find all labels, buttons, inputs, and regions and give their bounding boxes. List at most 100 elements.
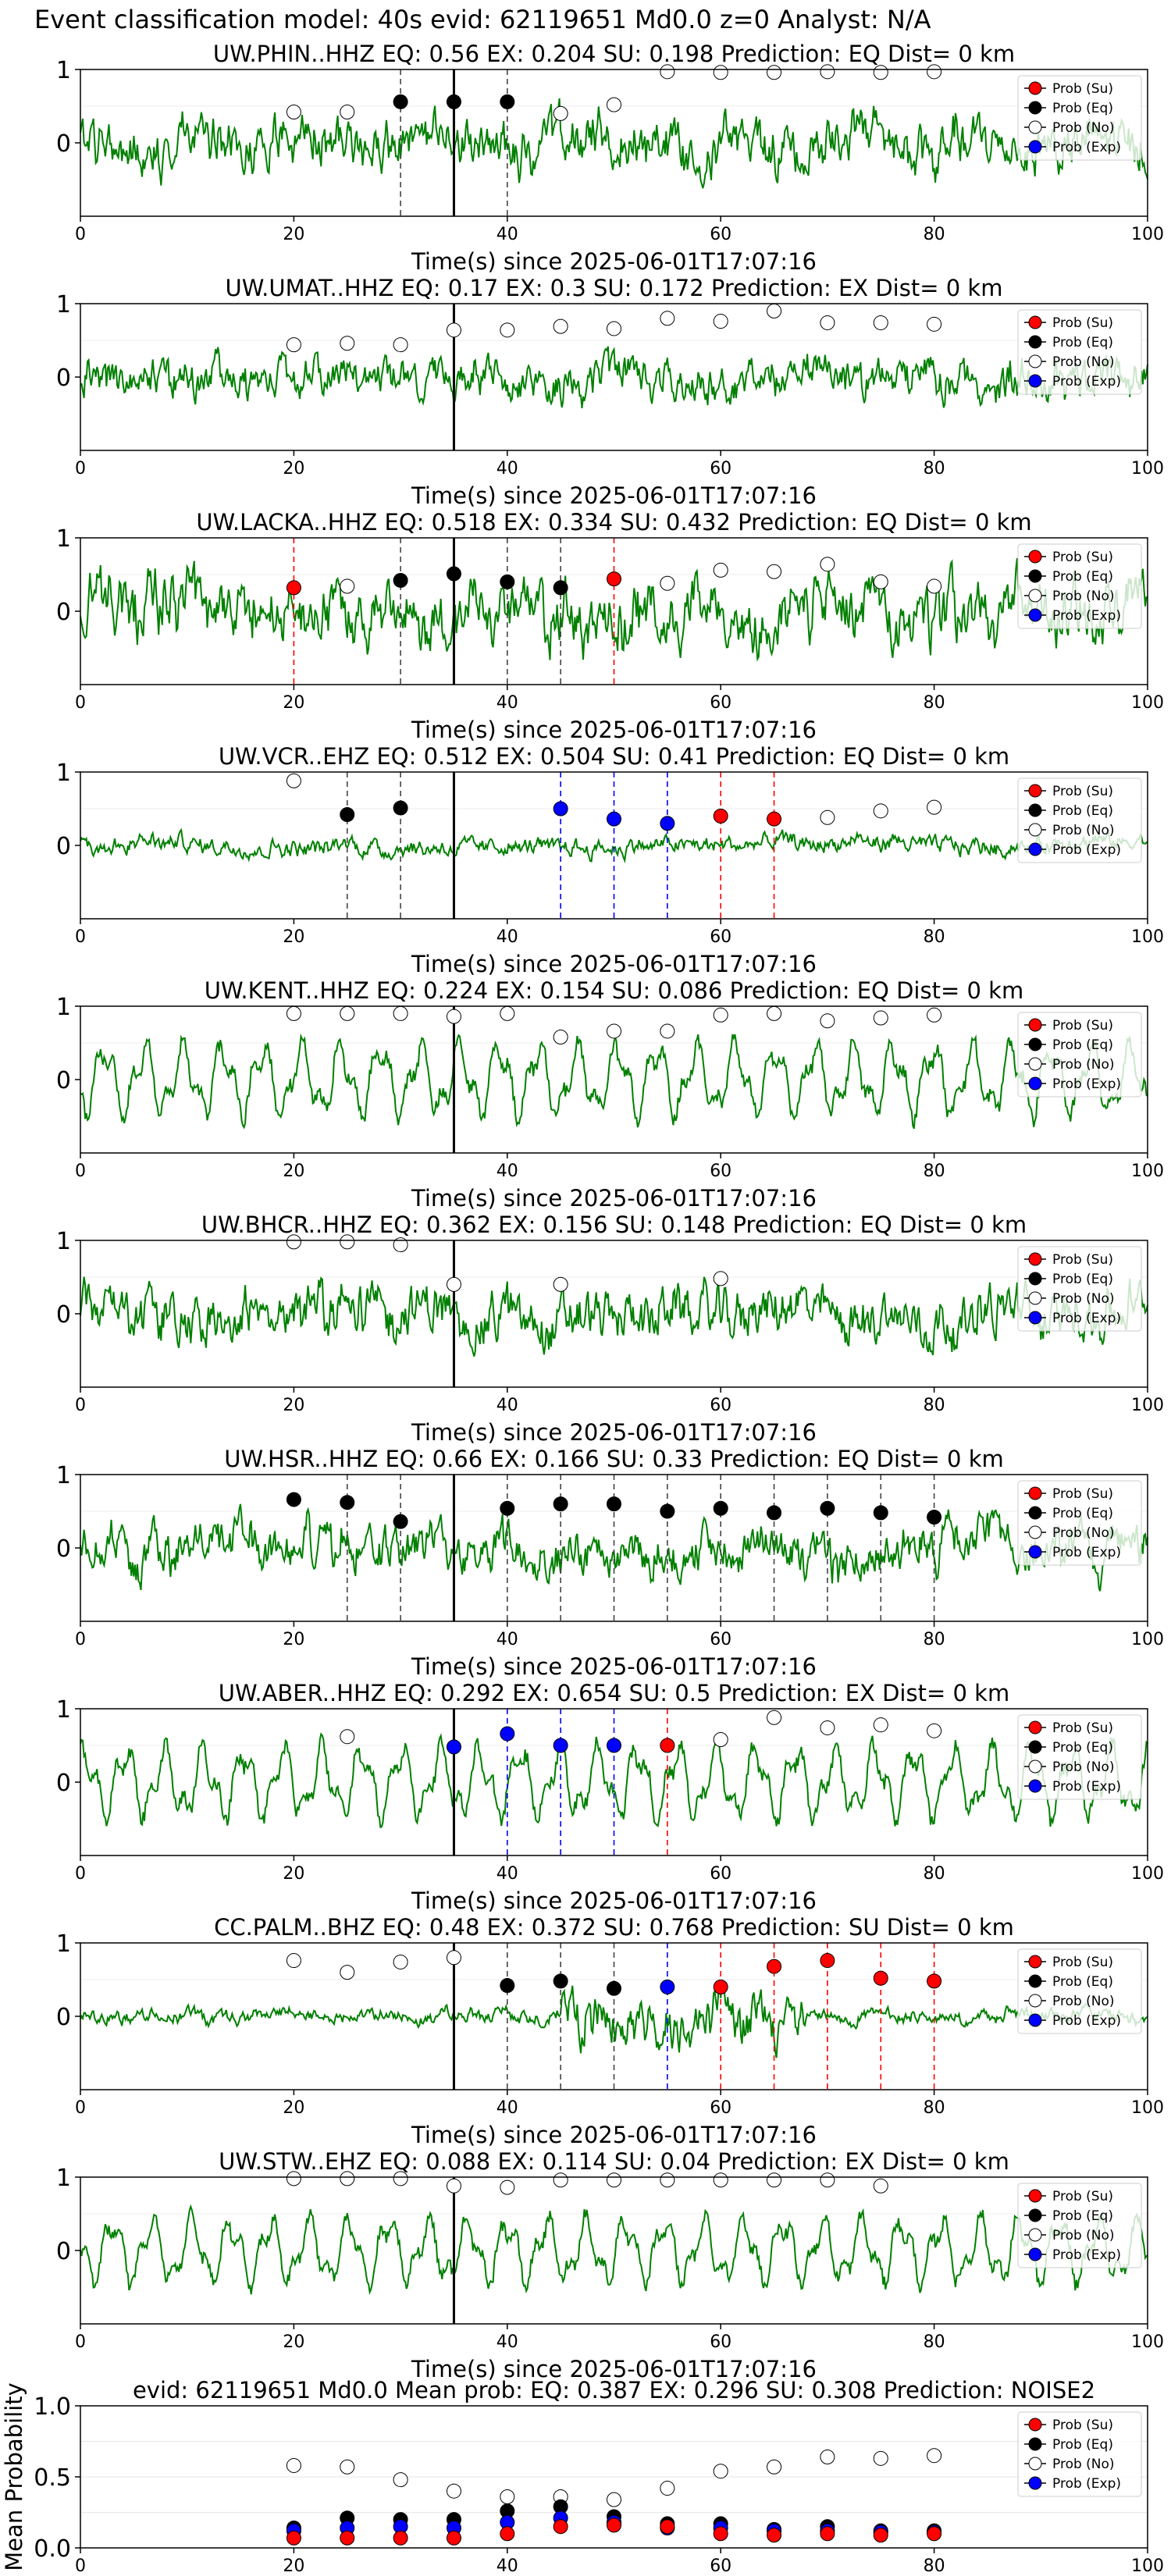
x-tick-label: 40 xyxy=(497,1864,518,1884)
legend-marker-no xyxy=(1028,1759,1042,1774)
legend: Prob (Su) Prob (Eq) Prob (No) Prob (Exp) xyxy=(1017,2411,1142,2497)
prob-point-no xyxy=(873,574,888,589)
prob-point-su xyxy=(713,808,728,824)
prob-point-eq xyxy=(286,1492,301,1507)
prob-point-no xyxy=(820,1720,835,1735)
x-tick-label: 100 xyxy=(1131,459,1164,479)
prob-point-no xyxy=(340,1965,355,1980)
legend-label-su: Prob (Su) xyxy=(1052,1252,1113,1268)
legend-frame xyxy=(1017,2411,1142,2497)
legend-frame xyxy=(1017,1012,1142,1098)
prob-point-su xyxy=(927,1973,942,1989)
prob-point-no xyxy=(873,803,888,819)
x-tick-label: 40 xyxy=(497,693,518,713)
prob-point-no xyxy=(873,1717,888,1733)
prob-point-no xyxy=(340,1005,355,1021)
prob-point-eq xyxy=(607,1496,621,1512)
legend-label-eq: Prob (Eq) xyxy=(1052,803,1113,819)
prob-point-exp xyxy=(500,1726,515,1742)
y-tick-label: 0 xyxy=(56,2004,71,2031)
legend-label-no: Prob (No) xyxy=(1052,823,1115,838)
x-tick-label: 0 xyxy=(75,1162,86,1181)
figure-suptitle: Event classification model: 40s evid: 62… xyxy=(34,5,931,34)
prob-point-no xyxy=(820,2450,835,2465)
legend-label-exp: Prob (Exp) xyxy=(1052,1545,1121,1560)
x-axis-label: Time(s) since 2025-06-01T17:07:16 xyxy=(411,1888,817,1914)
chart-panel-1: 0 20 40 60 80 100 1 0 UW.PHIN..HHZ EQ: 0.56 EX: … xyxy=(56,41,1164,275)
chart-panel-6: 0 20 40 60 80 100 1 0 UW.BHCR..HHZ EQ: 0.362 EX:… xyxy=(56,1212,1164,1446)
legend: Prob (Su) Prob (Eq) Prob (No) Prob (Exp) xyxy=(1017,1012,1142,1098)
prob-point-eq xyxy=(553,1973,568,1989)
prob-point-no xyxy=(820,1013,835,1029)
prob-point-no xyxy=(713,314,728,329)
prob-point-no xyxy=(820,64,835,80)
legend: Prob (Su) Prob (Eq) Prob (No) Prob (Exp) xyxy=(1017,309,1142,395)
prob-point-no xyxy=(713,1271,728,1286)
legend-marker-eq xyxy=(1028,1272,1042,1286)
prob-point-su xyxy=(446,2530,461,2546)
prob-point-no xyxy=(553,2172,568,2188)
legend-frame xyxy=(1017,1246,1142,1332)
x-tick-label: 20 xyxy=(283,225,304,244)
prob-point-su xyxy=(713,1979,728,1994)
prob-point-eq xyxy=(340,1495,355,1510)
legend-label-exp: Prob (Exp) xyxy=(1052,2247,1121,2263)
legend-marker-eq xyxy=(1028,101,1042,115)
chart-panel-2: 0 20 40 60 80 100 1 0 UW.UMAT..HHZ EQ: 0.17 EX: … xyxy=(56,275,1164,509)
prob-point-eq xyxy=(553,580,568,596)
legend-marker-no xyxy=(1028,1994,1042,2008)
x-tick-label: 20 xyxy=(283,2556,304,2576)
legend-marker-no xyxy=(1028,2228,1042,2242)
prob-point-eq xyxy=(446,566,461,582)
legend: Prob (Su) Prob (Eq) Prob (No) Prob (Exp) xyxy=(1017,1714,1142,1800)
legend-label-exp: Prob (Exp) xyxy=(1052,140,1121,155)
prob-point-no xyxy=(927,316,942,332)
y-tick-label: 0 xyxy=(56,1301,71,1329)
legend-marker-su xyxy=(1028,2189,1042,2203)
legend-label-su: Prob (Su) xyxy=(1052,1955,1113,1970)
prob-point-no xyxy=(873,1010,888,1026)
legend-marker-exp xyxy=(1028,608,1042,622)
legend-marker-no xyxy=(1028,823,1042,837)
prob-point-su xyxy=(660,1738,675,1753)
prob-point-no xyxy=(340,2171,355,2186)
x-tick-label: 20 xyxy=(283,1396,304,1415)
panel-title: UW.HSR..HHZ EQ: 0.66 EX: 0.166 SU: 0.33 … xyxy=(224,1446,1004,1472)
prob-point-no xyxy=(500,2489,515,2504)
legend-marker-eq xyxy=(1028,1037,1042,1051)
prob-point-exp xyxy=(660,816,675,831)
legend-label-su: Prob (Su) xyxy=(1052,1486,1113,1502)
waveform-trace xyxy=(80,2204,1148,2295)
legend-label-exp: Prob (Exp) xyxy=(1052,2476,1121,2492)
x-tick-label: 60 xyxy=(710,693,731,713)
legend-label-eq: Prob (Eq) xyxy=(1052,1506,1113,1521)
legend-marker-no xyxy=(1028,354,1042,368)
legend: Prob (Su) Prob (Eq) Prob (No) Prob (Exp) xyxy=(1017,2183,1142,2268)
waveform-trace xyxy=(80,1033,1148,1130)
legend-label-eq: Prob (Eq) xyxy=(1052,1740,1113,1756)
prob-point-eq xyxy=(767,1505,782,1521)
prob-point-no xyxy=(713,1731,728,1747)
prob-point-no xyxy=(340,1729,355,1745)
y-tick-label: 1 xyxy=(56,994,71,1021)
legend-label-eq: Prob (Eq) xyxy=(1052,2437,1113,2453)
legend-label-su: Prob (Su) xyxy=(1052,1018,1113,1034)
legend-marker-su xyxy=(1028,1486,1042,1500)
prob-point-no xyxy=(286,1234,301,1250)
y-tick-label: 0 xyxy=(56,599,71,626)
prob-point-no xyxy=(393,2472,408,2488)
prob-point-no xyxy=(927,1007,942,1023)
prob-point-su xyxy=(607,2517,621,2533)
prob-point-no xyxy=(873,2178,888,2194)
prob-point-no xyxy=(660,575,675,591)
prob-point-no xyxy=(286,337,301,353)
prob-point-no xyxy=(607,2172,621,2188)
prob-point-su xyxy=(286,2530,301,2546)
prob-point-no xyxy=(713,2172,728,2188)
x-tick-label: 60 xyxy=(710,2556,731,2576)
legend-marker-no xyxy=(1028,1525,1042,1539)
x-tick-label: 60 xyxy=(710,927,731,947)
x-tick-label: 80 xyxy=(924,2556,945,2576)
prob-point-eq xyxy=(927,1510,942,1525)
